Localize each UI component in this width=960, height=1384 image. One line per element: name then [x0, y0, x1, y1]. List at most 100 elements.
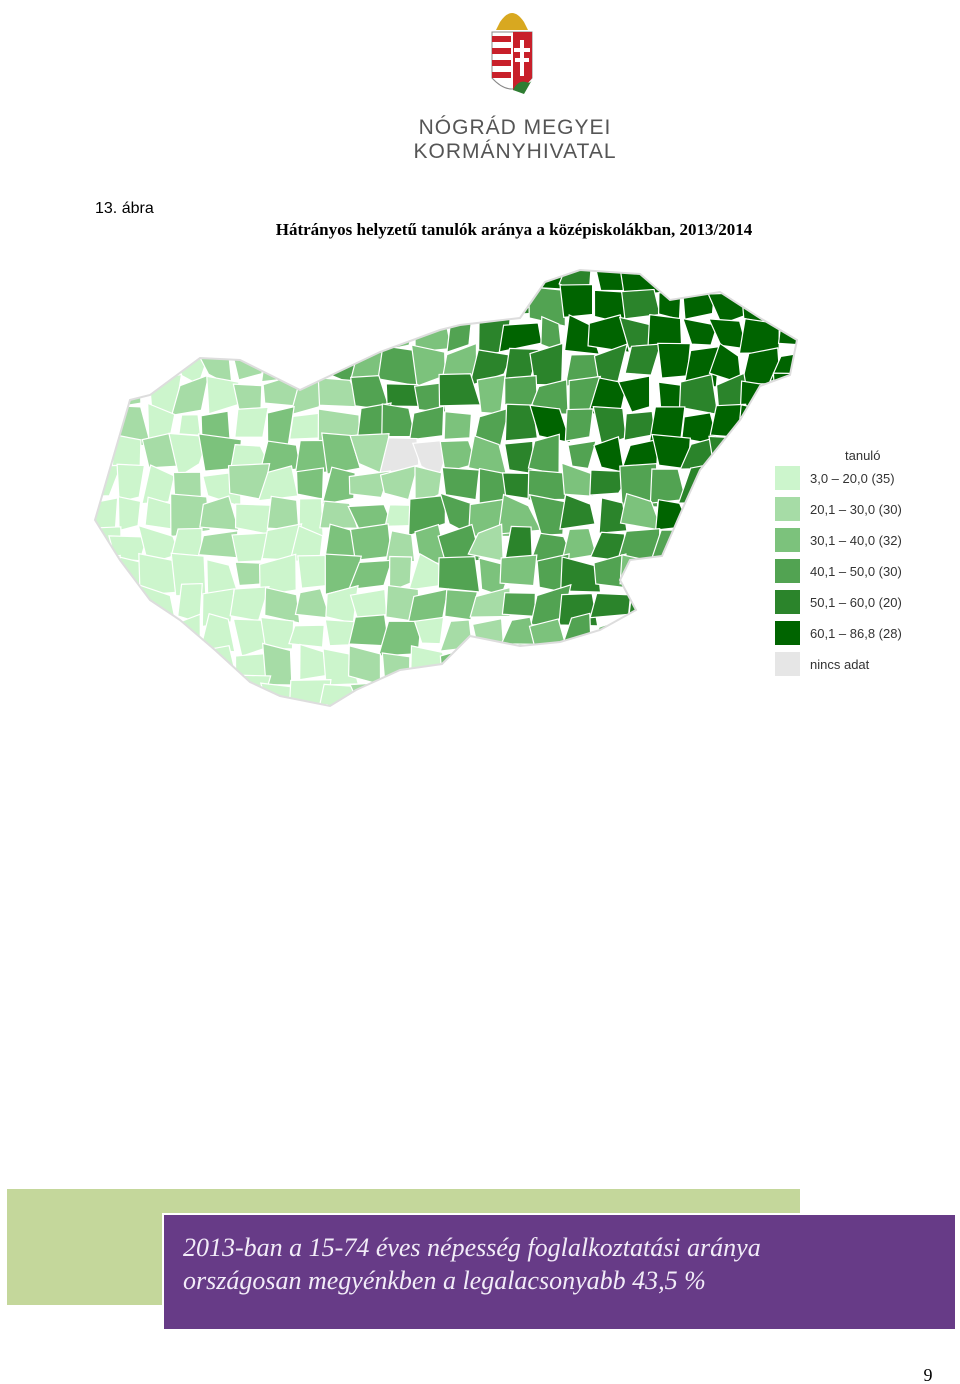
legend-title: tanuló — [845, 448, 880, 463]
legend: 3,0 – 20,0 (35) 20,1 – 30,0 (30) 30,1 – 40… — [775, 466, 902, 676]
district — [620, 288, 661, 320]
district — [377, 270, 417, 298]
district — [502, 708, 540, 744]
district — [198, 316, 237, 357]
district — [799, 255, 840, 290]
district — [234, 503, 273, 535]
district — [776, 704, 797, 706]
district — [170, 703, 209, 706]
district — [798, 348, 834, 381]
district — [295, 284, 324, 327]
legend-swatch — [775, 528, 800, 552]
district — [439, 707, 475, 747]
map — [95, 255, 842, 747]
district — [234, 406, 269, 438]
district — [798, 439, 840, 468]
district — [321, 432, 361, 475]
district — [95, 270, 115, 297]
district — [119, 312, 142, 348]
district — [587, 314, 631, 354]
district — [800, 379, 837, 412]
district — [108, 283, 145, 325]
district — [647, 647, 683, 684]
district — [777, 321, 797, 347]
district — [710, 499, 753, 536]
callout-text: 2013-ban a 15-74 éves népesség foglalkoz… — [183, 1233, 761, 1262]
district — [168, 295, 211, 320]
district — [657, 292, 682, 321]
district — [499, 677, 537, 706]
district — [95, 680, 123, 706]
district — [622, 672, 659, 706]
district — [683, 270, 723, 295]
legend-swatch — [775, 559, 800, 583]
district — [231, 532, 271, 563]
district — [741, 705, 781, 706]
district — [806, 708, 842, 745]
district — [317, 683, 358, 706]
district — [348, 470, 392, 499]
district — [649, 552, 691, 597]
district — [325, 708, 356, 744]
district — [681, 527, 722, 568]
district — [263, 270, 299, 293]
district — [799, 283, 841, 322]
district — [295, 467, 325, 500]
coat-of-arms — [491, 13, 533, 94]
district — [446, 284, 482, 326]
district — [260, 616, 295, 650]
legend-swatch — [775, 590, 800, 614]
district — [617, 613, 657, 651]
legend-label: nincs adat — [810, 657, 870, 672]
district — [624, 343, 662, 376]
district — [688, 651, 719, 682]
district — [438, 270, 472, 285]
district — [653, 615, 690, 657]
district — [803, 681, 841, 716]
district — [686, 615, 721, 654]
district — [115, 615, 152, 651]
district — [95, 703, 114, 706]
district — [352, 290, 391, 316]
district — [320, 288, 354, 318]
district — [620, 643, 660, 684]
district — [504, 403, 539, 442]
district — [95, 554, 121, 594]
district — [95, 287, 116, 321]
district — [137, 287, 173, 325]
district — [268, 312, 301, 358]
district — [381, 403, 416, 438]
district — [349, 681, 392, 706]
district — [234, 704, 265, 706]
district — [772, 270, 797, 293]
legend-swatch — [775, 652, 800, 676]
district — [321, 466, 356, 506]
legend-swatch — [775, 497, 800, 521]
district — [567, 440, 597, 470]
district — [145, 711, 177, 747]
district — [587, 652, 633, 681]
district — [653, 705, 683, 706]
district — [261, 284, 297, 326]
district — [349, 523, 393, 562]
district — [199, 612, 236, 653]
district — [737, 560, 782, 595]
district — [443, 410, 473, 440]
district — [557, 672, 596, 706]
district — [141, 615, 177, 655]
district — [138, 270, 182, 298]
district — [717, 562, 752, 590]
district — [228, 674, 272, 706]
district — [528, 285, 567, 327]
district — [323, 523, 362, 562]
district — [169, 270, 207, 290]
district — [560, 556, 602, 593]
legend-label: 3,0 – 20,0 (35) — [810, 471, 895, 486]
district — [257, 465, 299, 502]
district — [95, 317, 121, 345]
district — [746, 270, 774, 292]
district — [95, 378, 111, 413]
district — [321, 270, 362, 296]
district — [623, 704, 658, 706]
